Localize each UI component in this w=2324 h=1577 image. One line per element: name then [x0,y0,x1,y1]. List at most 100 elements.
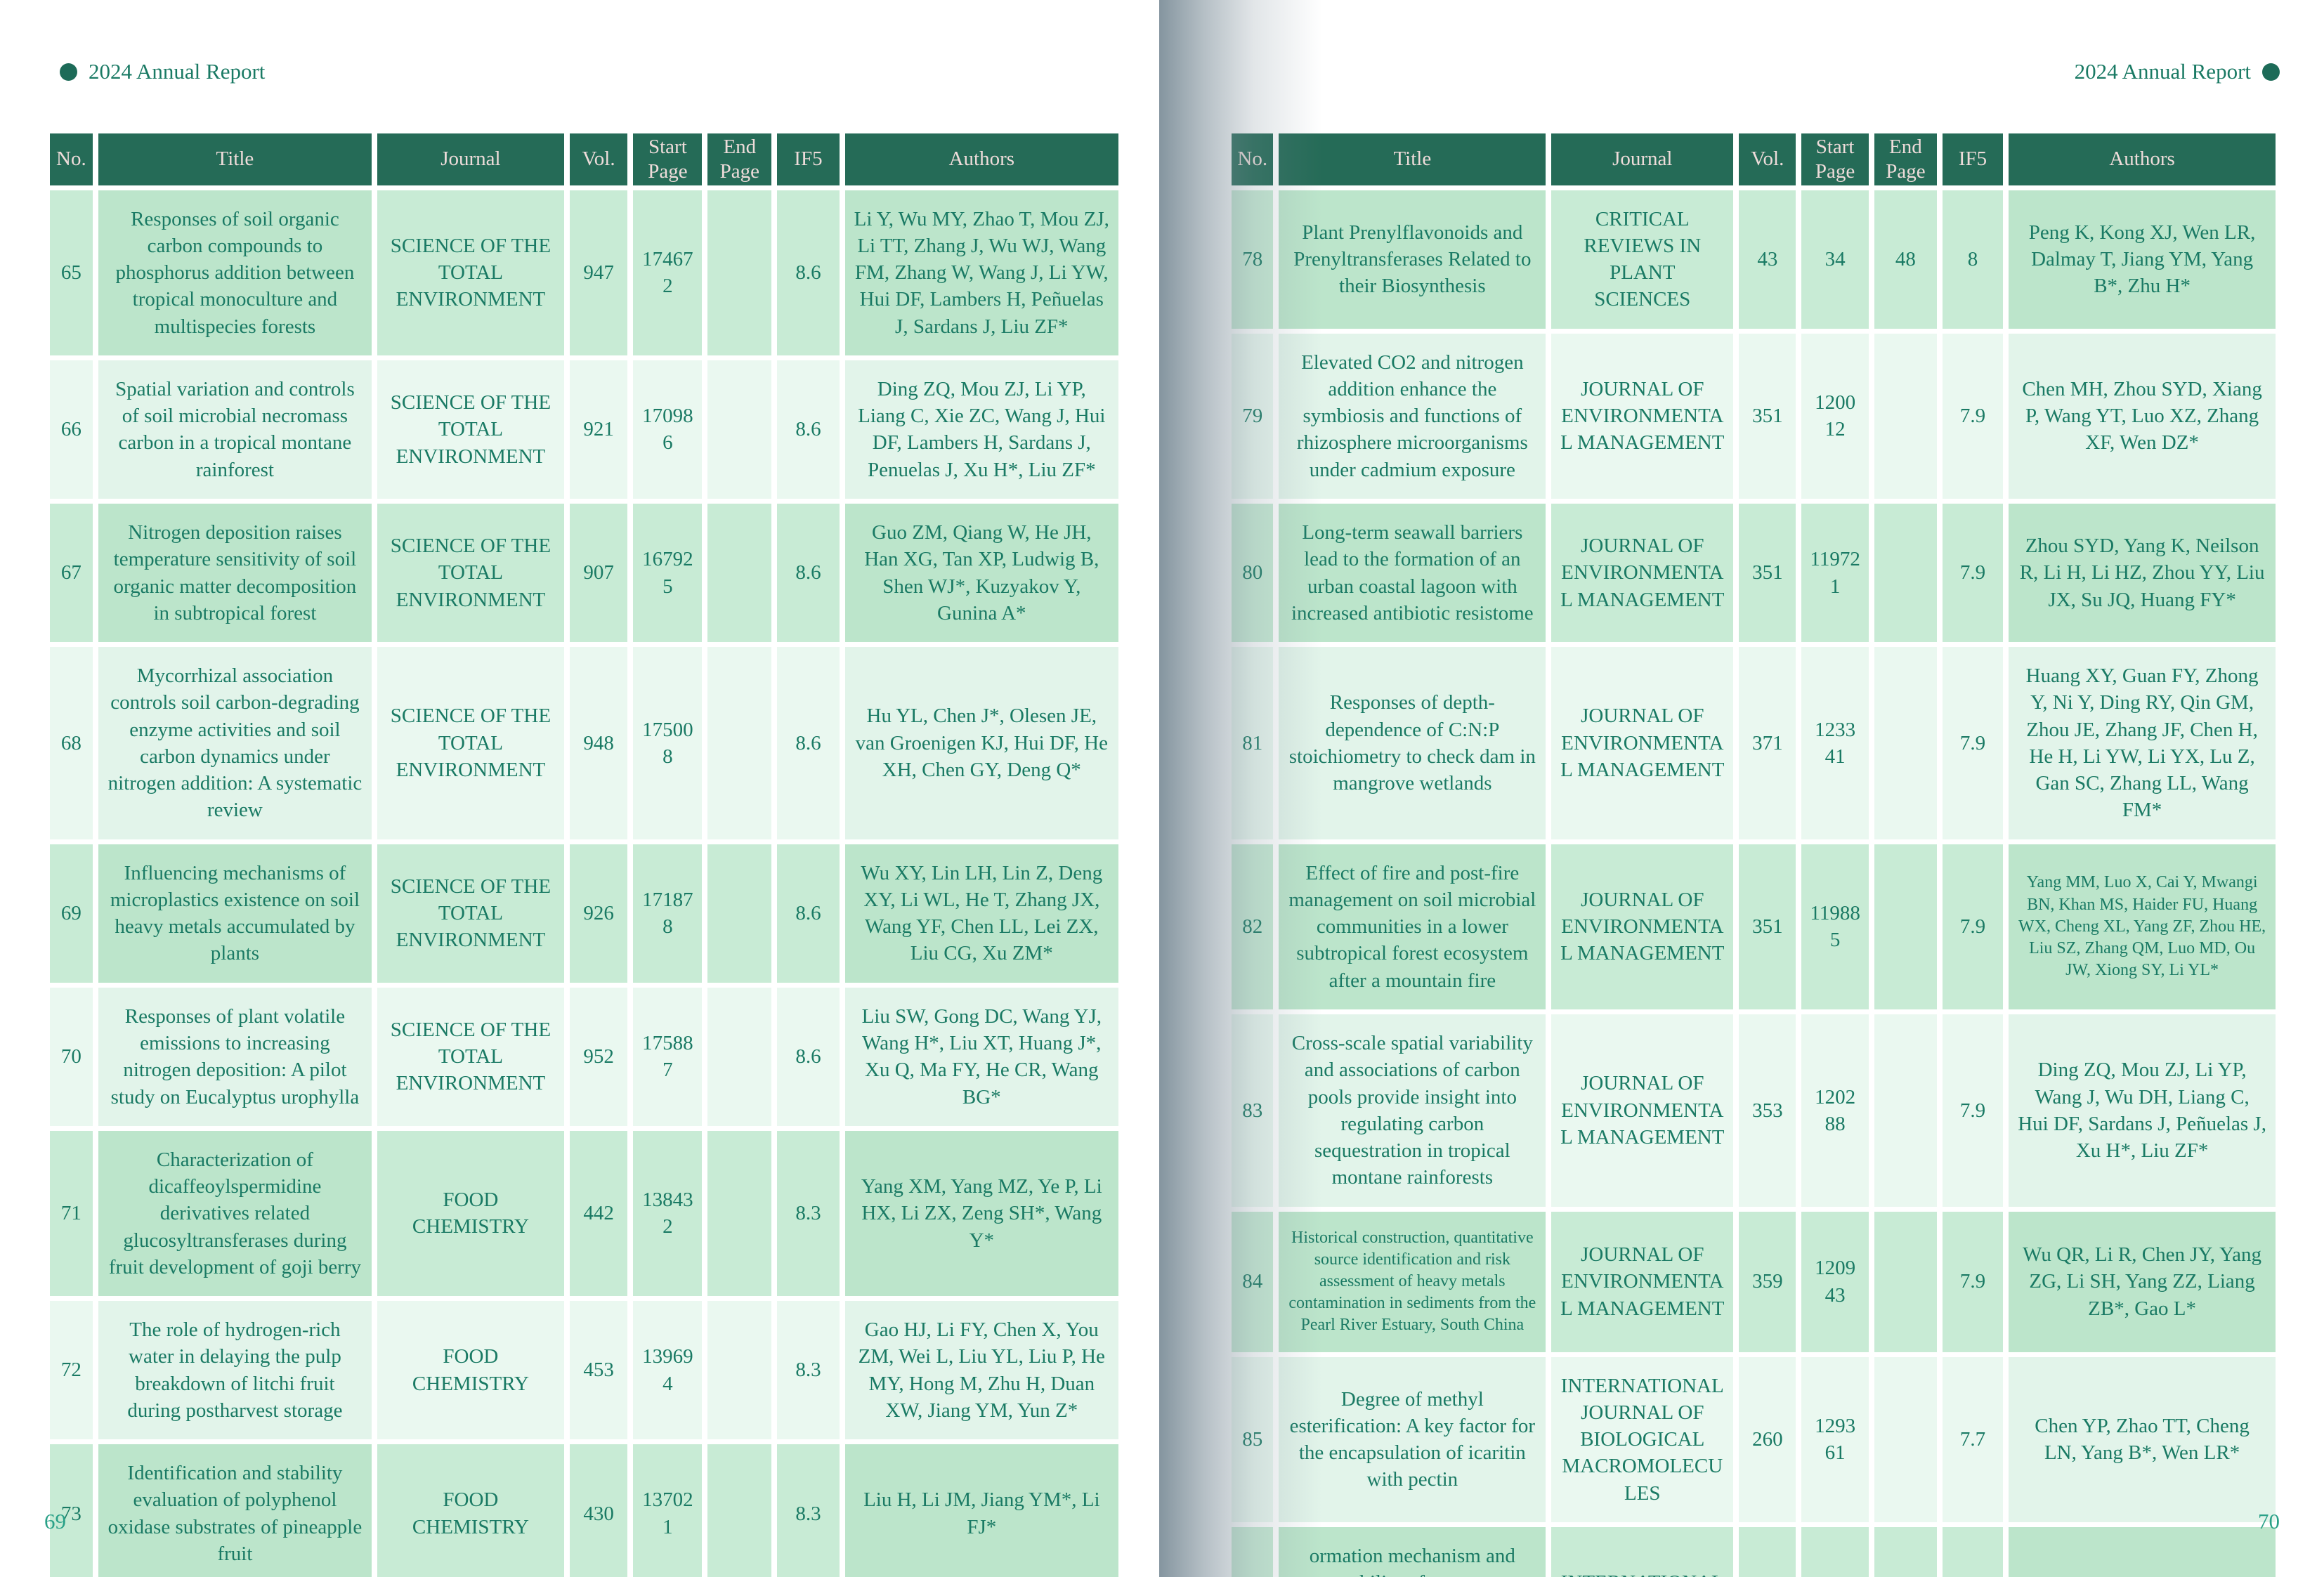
cell-start-page: 175008 [633,647,703,839]
cell-no: 84 [1232,1211,1274,1352]
cell-vol: 283 [1739,1526,1796,1577]
cell-end-page [1874,647,1937,839]
cell-journal: SCIENCE OF THE TOTAL ENVIRONMENT [377,190,564,355]
cell-journal: SCIENCE OF THE TOTAL ENVIRONMENT [377,360,564,499]
cell-no: 80 [1232,503,1274,643]
cell-title: Responses of depth-dependence of C:N:P s… [1279,647,1546,839]
cell-vol: 43 [1739,190,1796,329]
table-row: 79 Elevated CO2 and nitrogen addition enh… [1232,333,2276,499]
cell-authors: Zhou SYD, Yang K, Neilson R, Li H, Li HZ… [2009,503,2276,643]
publications-table-right: No. Title Journal Vol. Start Page End Page IF5… [1226,129,2281,1577]
publications-table-right-wrap: No. Title Journal Vol. Start Page End Page IF5… [1226,129,2281,1577]
cell-start-page: 129361 [1801,1356,1869,1522]
column-header-journal: Journal [1551,133,1734,185]
cell-title: Elevated CO2 and nitrogen addition enhan… [1279,333,1546,499]
cell-no: 72 [50,1301,93,1440]
cell-vol: 453 [569,1301,628,1440]
cell-end-page [707,360,772,499]
cell-vol: 351 [1739,333,1796,499]
column-header-journal: Journal [377,133,564,185]
cell-title: Cross-scale spatial variability and asso… [1279,1014,1546,1207]
cell-journal: FOOD CHEMISTRY [377,1444,564,1577]
page-header-left: 2024 Annual Report [60,59,265,84]
cell-journal: SCIENCE OF THE TOTAL ENVIRONMENT [377,987,564,1126]
cell-start-page: 123341 [1801,647,1869,839]
cell-journal: JOURNAL OF ENVIRONMENTAL MANAGEMENT [1551,1014,1734,1207]
cell-no: 82 [1232,844,1274,1009]
column-header-no: No. [50,133,93,185]
cell-start-page: 137913 [1801,1526,1869,1577]
table-row: 85 Degree of methyl esterification: A key… [1232,1356,2276,1522]
cell-authors: Li Y, Wu MY, Zhao T, Mou ZJ, Li TT, Zhan… [844,190,1118,355]
cell-journal: JOURNAL OF ENVIRONMENTAL MANAGEMENT [1551,1211,1734,1352]
cell-journal: SCIENCE OF THE TOTAL ENVIRONMENT [377,503,564,643]
cell-end-page [1874,1526,1937,1577]
cell-authors: Peng K, Kong XJ, Wen LR, Dalmay T, Jiang… [2009,190,2276,329]
page-number-left: 69 [44,1509,66,1533]
cell-end-page [707,190,772,355]
cell-if5: 8.6 [777,360,840,499]
table-row: 80 Long-term seawall barriers lead to the… [1232,503,2276,643]
cell-if5: 7.9 [1942,647,2004,839]
cell-title: Identification and stability evaluation … [98,1444,372,1577]
cell-authors: Ding ZQ, Mou ZJ, Li YP, Wang J, Wu DH, L… [2009,1014,2276,1207]
cell-no: 79 [1232,333,1274,499]
cell-no: 65 [50,190,93,355]
cell-start-page: 120288 [1801,1014,1869,1207]
column-header-no: No. [1232,133,1274,185]
table-row: 67 Nitrogen deposition raises temperature… [50,503,1118,643]
cell-title: Historical construction, quantitative so… [1279,1211,1546,1352]
cell-vol: 351 [1739,503,1796,643]
cell-start-page: 167925 [633,503,703,643]
table-row: 68 Mycorrhizal association controls soil … [50,647,1118,839]
cell-start-page: 175887 [633,987,703,1126]
cell-authors: Huang XY, Guan FY, Zhong Y, Ni Y, Ding R… [2009,647,2276,839]
cell-title: Responses of plant volatile emissions to… [98,987,372,1126]
cell-vol: 926 [569,844,628,983]
cell-title: Long-term seawall barriers lead to the f… [1279,503,1546,643]
cell-end-page [707,503,772,643]
table-row: 71 Characterization of dicaffeoylspermidi… [50,1130,1118,1297]
cell-journal: INTERNATIONAL JOURNAL OF BIOLOGICAL MACR… [1551,1356,1734,1522]
cell-journal: FOOD CHEMISTRY [377,1301,564,1440]
cell-authors: Liu SW, Gong DC, Wang YJ, Wang H*, Liu X… [844,987,1118,1126]
cell-if5: 7.7 [1942,1526,2004,1577]
table-row: 69 Influencing mechanisms of microplastic… [50,844,1118,983]
cell-title: Plant Prenylflavonoids and Prenyltransfe… [1279,190,1546,329]
cell-authors: Yang MM, Luo X, Cai Y, Mwangi BN, Khan M… [2009,844,2276,1009]
cell-authors: Wang JP, Bi HM, Xu JC, Zhou XS, Yang B*,… [2009,1526,2276,1577]
column-header-authors: Authors [2009,133,2276,185]
cell-start-page: 171878 [633,844,703,983]
cell-vol: 430 [569,1444,628,1577]
cell-end-page [707,844,772,983]
cell-end-page: 48 [1874,190,1937,329]
cell-if5: 8.6 [777,190,840,355]
cell-no: 71 [50,1130,93,1297]
cell-no: 66 [50,360,93,499]
cell-if5: 8 [1942,190,2004,329]
column-header-if5: IF5 [777,133,840,185]
cell-no: 67 [50,503,93,643]
cell-authors: Wu XY, Lin LH, Lin Z, Deng XY, Li WL, He… [844,844,1118,983]
table-row: 70 Responses of plant volatile emissions … [50,987,1118,1126]
cell-no: 78 [1232,190,1274,329]
accent-dot-icon [2262,63,2280,81]
cell-authors: Hu YL, Chen J*, Olesen JE, van Groenigen… [844,647,1118,839]
cell-if5: 7.7 [1942,1356,2004,1522]
cell-end-page [1874,333,1937,499]
cell-journal: JOURNAL OF ENVIRONMENTAL MANAGEMENT [1551,844,1734,1009]
cell-start-page: 138432 [633,1130,703,1297]
cell-journal: JOURNAL OF ENVIRONMENTAL MANAGEMENT [1551,503,1734,643]
cell-journal: SCIENCE OF THE TOTAL ENVIRONMENT [377,647,564,839]
cell-journal: INTERNATIONAL JOURNAL OF BIOLOGICAL MACR… [1551,1526,1734,1577]
cell-authors: Chen YP, Zhao TT, Cheng LN, Yang B*, Wen… [2009,1356,2276,1522]
cell-vol: 351 [1739,844,1796,1009]
cell-authors: Yang XM, Yang MZ, Ye P, Li HX, Li ZX, Ze… [844,1130,1118,1297]
cell-if5: 7.9 [1942,1211,2004,1352]
cell-title: Nitrogen deposition raises temperature s… [98,503,372,643]
cell-title: Mycorrhizal association controls soil ca… [98,647,372,839]
cell-if5: 8.3 [777,1130,840,1297]
cell-title: Responses of soil organic carbon compoun… [98,190,372,355]
cell-end-page [1874,503,1937,643]
cell-vol: 907 [569,503,628,643]
